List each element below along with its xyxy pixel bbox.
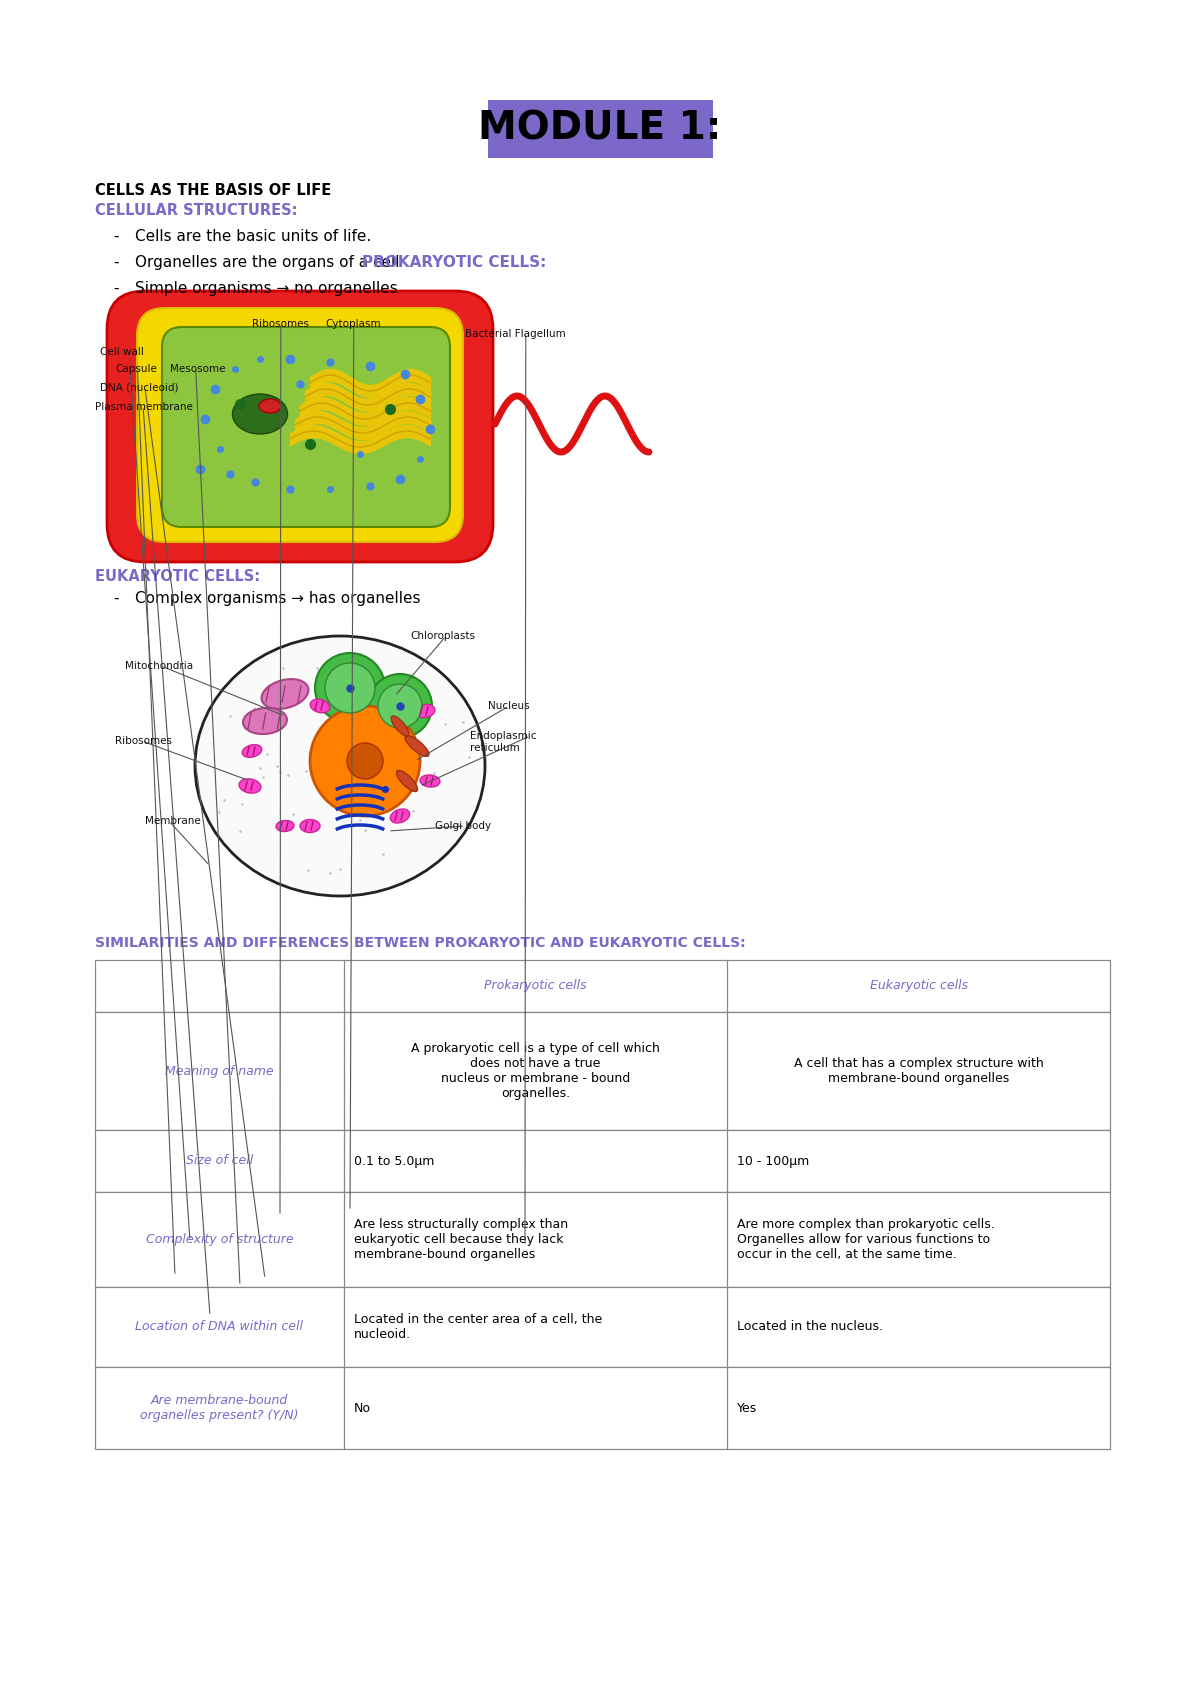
Ellipse shape	[396, 771, 418, 792]
Text: Prokaryotic cells: Prokaryotic cells	[484, 980, 587, 993]
Ellipse shape	[262, 680, 308, 709]
Text: Are membrane-bound
organelles present? (Y/N): Are membrane-bound organelles present? (…	[140, 1393, 299, 1422]
Text: Mesosome: Mesosome	[170, 364, 226, 375]
Ellipse shape	[244, 709, 287, 734]
Text: No: No	[354, 1402, 371, 1415]
Text: Golgi body: Golgi body	[436, 820, 491, 831]
Text: Ribosomes: Ribosomes	[115, 736, 172, 746]
Text: MODULE 1:: MODULE 1:	[479, 110, 721, 147]
Text: A cell that has a complex structure with
membrane-bound organelles: A cell that has a complex structure with…	[793, 1058, 1044, 1085]
Text: CELLULAR STRUCTURES:: CELLULAR STRUCTURES:	[95, 203, 298, 219]
Text: Membrane: Membrane	[145, 815, 200, 825]
Text: SIMILARITIES AND DIFFERENCES BETWEEN PROKARYOTIC AND EUKARYOTIC CELLS:: SIMILARITIES AND DIFFERENCES BETWEEN PRO…	[95, 936, 745, 949]
Ellipse shape	[276, 820, 294, 832]
Circle shape	[368, 675, 432, 737]
Bar	[95, 1131, 1110, 1192]
FancyBboxPatch shape	[137, 308, 463, 542]
Text: Eukaryotic cells: Eukaryotic cells	[870, 980, 967, 993]
Text: Yes: Yes	[737, 1402, 757, 1415]
Circle shape	[325, 663, 374, 714]
Text: Location of DNA within cell: Location of DNA within cell	[136, 1320, 304, 1334]
Text: -: -	[113, 254, 119, 270]
Text: 0.1 to 5.0μm: 0.1 to 5.0μm	[354, 1154, 434, 1168]
Circle shape	[378, 685, 422, 727]
Text: -: -	[113, 281, 119, 297]
Text: Plasma membrane: Plasma membrane	[95, 402, 193, 412]
Text: Complexity of structure: Complexity of structure	[145, 1232, 293, 1246]
Ellipse shape	[233, 393, 288, 434]
Bar	[95, 1287, 1110, 1366]
Text: 10 - 100μm: 10 - 100μm	[737, 1154, 810, 1168]
Text: DNA (nucleoid): DNA (nucleoid)	[100, 383, 179, 393]
Bar	[487, 100, 713, 158]
Text: Meaning of name: Meaning of name	[166, 1064, 274, 1078]
Text: Are less structurally complex than
eukaryotic cell because they lack
membrane-bo: Are less structurally complex than eukar…	[354, 1219, 568, 1261]
Text: Located in the nucleus.: Located in the nucleus.	[737, 1320, 883, 1334]
Bar	[95, 1366, 1110, 1449]
Ellipse shape	[194, 636, 485, 897]
Text: PROKARYOTIC CELLS:: PROKARYOTIC CELLS:	[362, 254, 546, 270]
Text: Cell wall: Cell wall	[100, 347, 144, 358]
Ellipse shape	[300, 819, 320, 832]
FancyBboxPatch shape	[107, 292, 493, 563]
Text: Nucleus: Nucleus	[488, 702, 529, 710]
Text: Size of cell: Size of cell	[186, 1154, 253, 1168]
Ellipse shape	[310, 700, 330, 714]
Text: Mitochondria: Mitochondria	[125, 661, 193, 671]
Text: Complex organisms → has organelles: Complex organisms → has organelles	[134, 592, 420, 607]
Text: Ribosomes: Ribosomes	[252, 319, 310, 329]
Circle shape	[310, 707, 420, 815]
Circle shape	[347, 742, 383, 780]
FancyBboxPatch shape	[162, 327, 450, 527]
Text: Endoplasmic
reticulum: Endoplasmic reticulum	[470, 731, 536, 753]
Text: Bacterial Flagellum: Bacterial Flagellum	[466, 329, 565, 339]
Text: Simple organisms → no organelles: Simple organisms → no organelles	[134, 281, 397, 297]
Text: Are more complex than prokaryotic cells.
Organelles allow for various functions : Are more complex than prokaryotic cells.…	[737, 1219, 995, 1261]
Ellipse shape	[415, 705, 434, 717]
Circle shape	[314, 653, 385, 724]
Ellipse shape	[239, 778, 260, 793]
Ellipse shape	[406, 736, 428, 756]
Text: A prokaryotic cell is a type of cell which
does not have a true
nucleus or membr: A prokaryotic cell is a type of cell whi…	[412, 1042, 660, 1100]
Text: Cytoplasm: Cytoplasm	[325, 319, 380, 329]
Text: Capsule: Capsule	[115, 364, 157, 375]
Text: -: -	[113, 592, 119, 607]
Ellipse shape	[390, 809, 409, 824]
Text: Cells are the basic units of life.: Cells are the basic units of life.	[134, 229, 371, 244]
Ellipse shape	[242, 744, 262, 758]
Bar	[95, 1012, 1110, 1131]
Text: Located in the center area of a cell, the
nucleoid.: Located in the center area of a cell, th…	[354, 1314, 602, 1341]
Ellipse shape	[391, 715, 409, 736]
Ellipse shape	[259, 398, 281, 414]
Bar	[95, 959, 1110, 1012]
Text: -: -	[113, 229, 119, 244]
Bar	[95, 1192, 1110, 1287]
Text: Chloroplasts: Chloroplasts	[410, 631, 475, 641]
Ellipse shape	[420, 775, 440, 786]
Text: EUKARYOTIC CELLS:: EUKARYOTIC CELLS:	[95, 570, 260, 585]
Text: CELLS AS THE BASIS OF LIFE: CELLS AS THE BASIS OF LIFE	[95, 183, 331, 198]
Text: Organelles are the organs of a cell: Organelles are the organs of a cell	[134, 254, 404, 270]
